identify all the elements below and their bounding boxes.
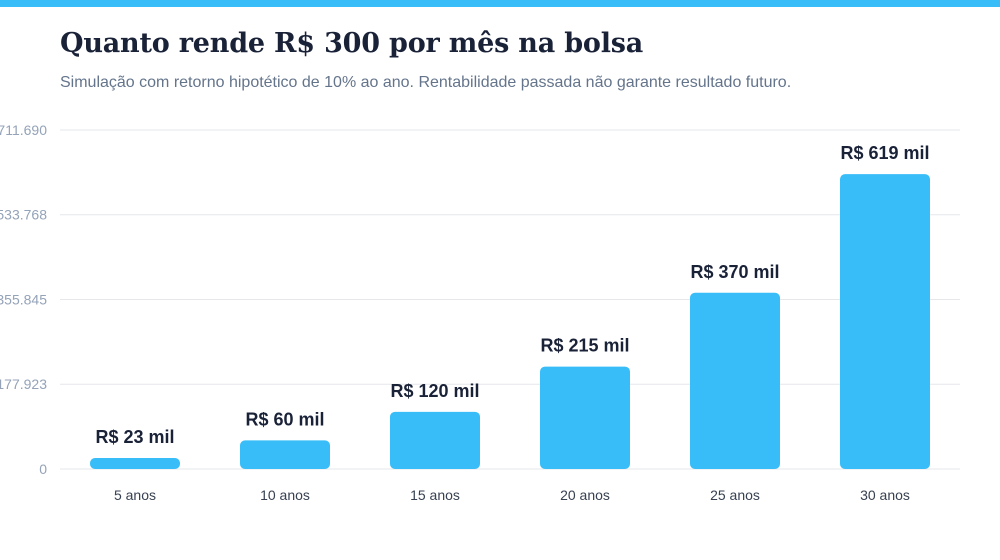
chart-subtitle: Simulação com retorno hipotético de 10% …: [60, 74, 792, 91]
y-tick-label: 0: [39, 461, 47, 477]
x-tick-label: 10 anos: [260, 487, 310, 503]
data-label: R$ 370 mil: [690, 262, 779, 282]
chart-title: Quanto rende R$ 300 por mês na bolsa: [60, 28, 644, 59]
data-label: R$ 619 mil: [840, 143, 929, 163]
data-label: R$ 215 mil: [540, 336, 629, 356]
x-tick-label: 15 anos: [410, 487, 460, 503]
top-accent-bar: [0, 0, 1000, 7]
bar: [540, 366, 630, 469]
y-tick-label: 711.690: [0, 122, 47, 138]
bar: [690, 292, 780, 469]
x-tick-label: 20 anos: [560, 487, 610, 503]
x-tick-label: 5 anos: [114, 487, 156, 503]
x-tick-label: 25 anos: [710, 487, 760, 503]
bar: [840, 174, 930, 469]
y-tick-label: 177.923: [0, 376, 47, 392]
bar: [90, 458, 180, 469]
data-label: R$ 60 mil: [245, 409, 324, 429]
x-tick-label: 30 anos: [860, 487, 910, 503]
data-label: R$ 23 mil: [95, 427, 174, 447]
y-tick-label: 355.845: [0, 292, 47, 308]
bar: [240, 440, 330, 469]
y-tick-label: 533.768: [0, 207, 47, 223]
bar: [390, 411, 480, 469]
data-label: R$ 120 mil: [390, 381, 479, 401]
